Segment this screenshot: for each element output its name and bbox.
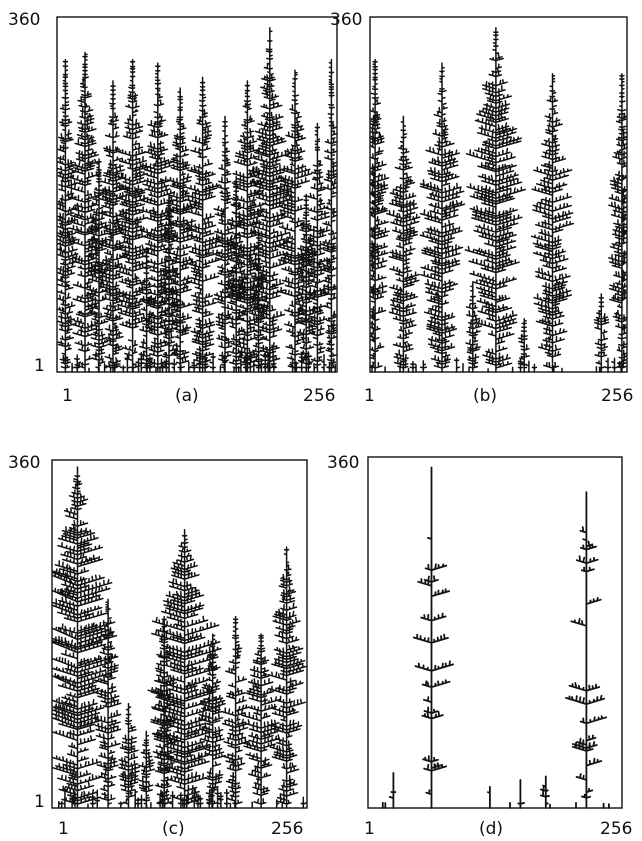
panel-frame — [51, 459, 308, 809]
growth-pattern — [370, 26, 627, 373]
y-top-label: 360 — [330, 10, 362, 30]
x-left-label: 1 — [364, 819, 375, 839]
growth-pattern — [381, 466, 610, 809]
panel-frame — [369, 16, 628, 373]
panel-label: (c) — [162, 819, 185, 839]
panel-frame — [367, 456, 623, 809]
growth-pattern — [57, 26, 337, 373]
panel-a: 360 1 1 (a) 256 — [8, 10, 338, 406]
panel-d: 360 1 (d) 256 — [327, 453, 632, 839]
panel-b: 360 1 (b) 256 — [330, 10, 633, 406]
x-right-label: 256 — [303, 386, 335, 406]
x-left-label: 1 — [364, 386, 375, 406]
x-right-label: 256 — [271, 819, 303, 839]
panel-label: (b) — [473, 386, 497, 406]
growth-pattern — [52, 466, 307, 809]
panel-frame — [56, 16, 338, 373]
y-top-label: 360 — [8, 453, 40, 473]
x-left-label: 1 — [58, 819, 69, 839]
x-right-label: 256 — [600, 819, 632, 839]
y-bottom-label: 1 — [34, 356, 45, 376]
y-top-label: 360 — [8, 10, 40, 30]
panel-c: 360 1 1 (c) 256 — [8, 453, 308, 839]
x-right-label: 256 — [601, 386, 633, 406]
y-top-label: 360 — [327, 453, 359, 473]
panel-label: (a) — [175, 386, 199, 406]
x-left-label: 1 — [62, 386, 73, 406]
y-bottom-label: 1 — [34, 792, 45, 812]
panel-label: (d) — [479, 819, 503, 839]
